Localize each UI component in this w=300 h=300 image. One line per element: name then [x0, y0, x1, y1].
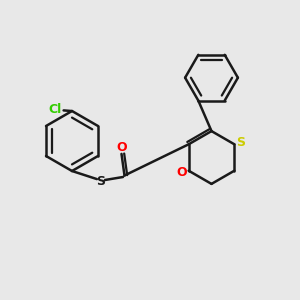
Text: O: O	[177, 166, 187, 179]
Text: Cl: Cl	[49, 103, 62, 116]
Text: S: S	[236, 136, 245, 149]
Text: O: O	[116, 141, 127, 154]
Text: S: S	[96, 175, 105, 188]
